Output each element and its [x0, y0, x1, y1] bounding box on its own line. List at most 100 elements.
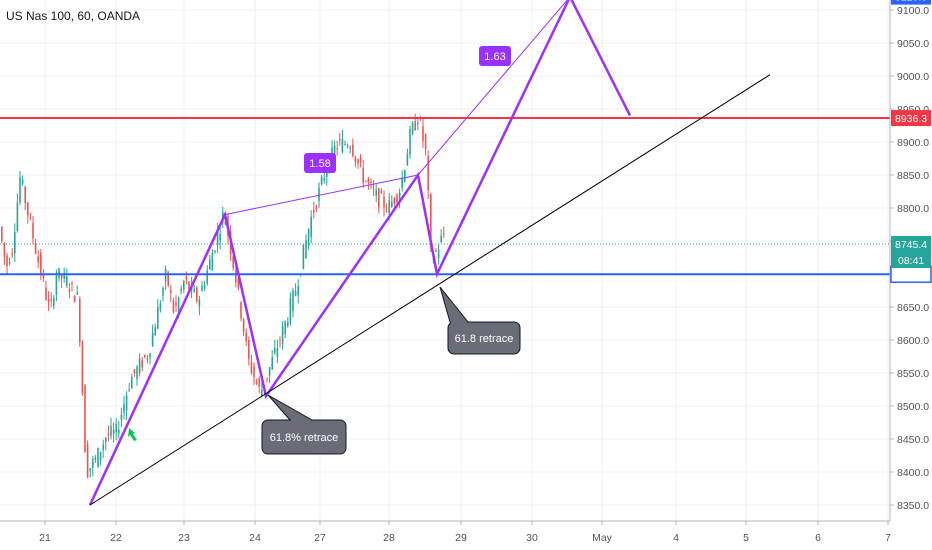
candle-body	[271, 357, 273, 370]
projection-line-1	[224, 174, 419, 216]
candles	[1, 113, 445, 479]
candle-body	[16, 202, 19, 231]
price-tick-label: 9000.0	[897, 71, 929, 83]
ratio-label: 1.63	[484, 51, 505, 63]
time-tick-label: 30	[526, 532, 538, 544]
candle-body	[81, 342, 84, 393]
candle-body	[307, 229, 310, 246]
level-tag-top: 9120.3	[895, 0, 927, 4]
price-tick-label: 8650.0	[897, 302, 929, 314]
candle-body	[235, 270, 237, 283]
candle-body	[346, 145, 349, 147]
candle-body	[118, 429, 120, 434]
candle-body	[437, 250, 440, 258]
candle-body	[58, 268, 60, 279]
candle-body	[84, 385, 86, 453]
level-tag-resistance: 8936.3	[895, 113, 927, 125]
candle-body	[42, 273, 45, 278]
candle-body	[375, 190, 377, 196]
level-tag-support: 8699.7	[895, 269, 927, 281]
candle-body	[32, 222, 34, 239]
candle-body	[128, 389, 130, 391]
candle-body	[131, 376, 133, 389]
candle-body	[1, 227, 3, 241]
candle-body	[138, 358, 141, 373]
candle-body	[172, 300, 175, 313]
candle-body	[294, 290, 297, 296]
candle-body	[250, 362, 253, 373]
time-tick-label: 21	[39, 532, 51, 544]
candle-body	[76, 293, 78, 295]
candle-body	[224, 221, 227, 225]
candle-body	[107, 433, 110, 435]
price-tick-label: 8850.0	[897, 170, 929, 182]
candle-body	[115, 423, 117, 433]
candle-body	[154, 327, 156, 336]
price-tick-label: 8450.0	[897, 434, 929, 446]
candle-body	[86, 444, 89, 478]
candle-body	[92, 459, 94, 468]
candle-body	[357, 159, 359, 164]
candle-body	[258, 378, 260, 387]
projection-line-2	[417, 0, 568, 176]
ratio-label: 1.58	[309, 158, 330, 170]
drawings: 1.58 1.63 61.8% retrace 61.8 retrace	[88, 0, 771, 506]
candle-body	[318, 187, 320, 201]
candle-body	[123, 403, 125, 413]
candle-body	[266, 377, 268, 379]
candle-body	[29, 217, 32, 219]
candle-body	[8, 262, 11, 264]
candle-body	[349, 147, 351, 149]
price-tags: 9120.3 8936.3 8699.7 8745.4 08:41	[890, 0, 932, 283]
candle-body	[237, 277, 240, 288]
candle-body	[133, 369, 136, 374]
candle-body	[276, 347, 279, 357]
candle-body	[411, 123, 414, 134]
candle-body	[370, 181, 372, 184]
candle-body	[427, 156, 429, 191]
candle-body	[188, 281, 190, 290]
candle-body	[268, 367, 271, 376]
last-price-tag: 8745.4	[895, 239, 927, 251]
candle-body	[136, 366, 138, 379]
candle-body	[248, 339, 250, 359]
candle-body	[414, 121, 416, 131]
candle-body	[146, 358, 149, 360]
candle-body	[73, 295, 76, 303]
candle-body	[281, 326, 284, 345]
level-tag-resistance-bg	[891, 110, 931, 127]
price-tick-label: 8800.0	[897, 203, 929, 215]
candle-body	[175, 302, 177, 306]
callout-2-text: 61.8 retrace	[455, 333, 514, 345]
candle-body	[352, 144, 354, 156]
candle-body	[435, 250, 437, 252]
candle-body	[404, 170, 406, 182]
ratio-label-box	[479, 46, 511, 66]
candle-body	[19, 177, 21, 203]
ratio-label-box	[304, 153, 336, 173]
price-tick-label: 8550.0	[897, 368, 929, 380]
candle-body	[315, 205, 318, 210]
time-axis: 21 22 23 24 27 28 29 30 May 4 5 6 7	[0, 520, 932, 550]
candle-body	[216, 231, 219, 245]
candle-body	[193, 288, 195, 292]
candle-body	[401, 177, 403, 189]
candle-body	[24, 186, 26, 204]
candle-body	[66, 276, 68, 286]
candle-body	[383, 196, 385, 208]
time-tick-label: 28	[383, 532, 395, 544]
candle-body	[396, 194, 398, 203]
countdown-tag: 08:41	[898, 255, 924, 267]
symbol-title: US Nas 100, 60, OANDA	[6, 9, 141, 23]
last-price-tag-bg	[891, 236, 931, 269]
callout-1-text: 61.8% retrace	[270, 432, 338, 444]
candle-body	[47, 299, 50, 302]
candle-body	[240, 302, 242, 319]
candle-body	[287, 321, 289, 326]
candle-body	[214, 250, 216, 252]
price-tick-label: 8600.0	[897, 335, 929, 347]
candle-body	[339, 139, 341, 141]
candle-body	[157, 307, 159, 329]
candle-body	[284, 321, 286, 334]
